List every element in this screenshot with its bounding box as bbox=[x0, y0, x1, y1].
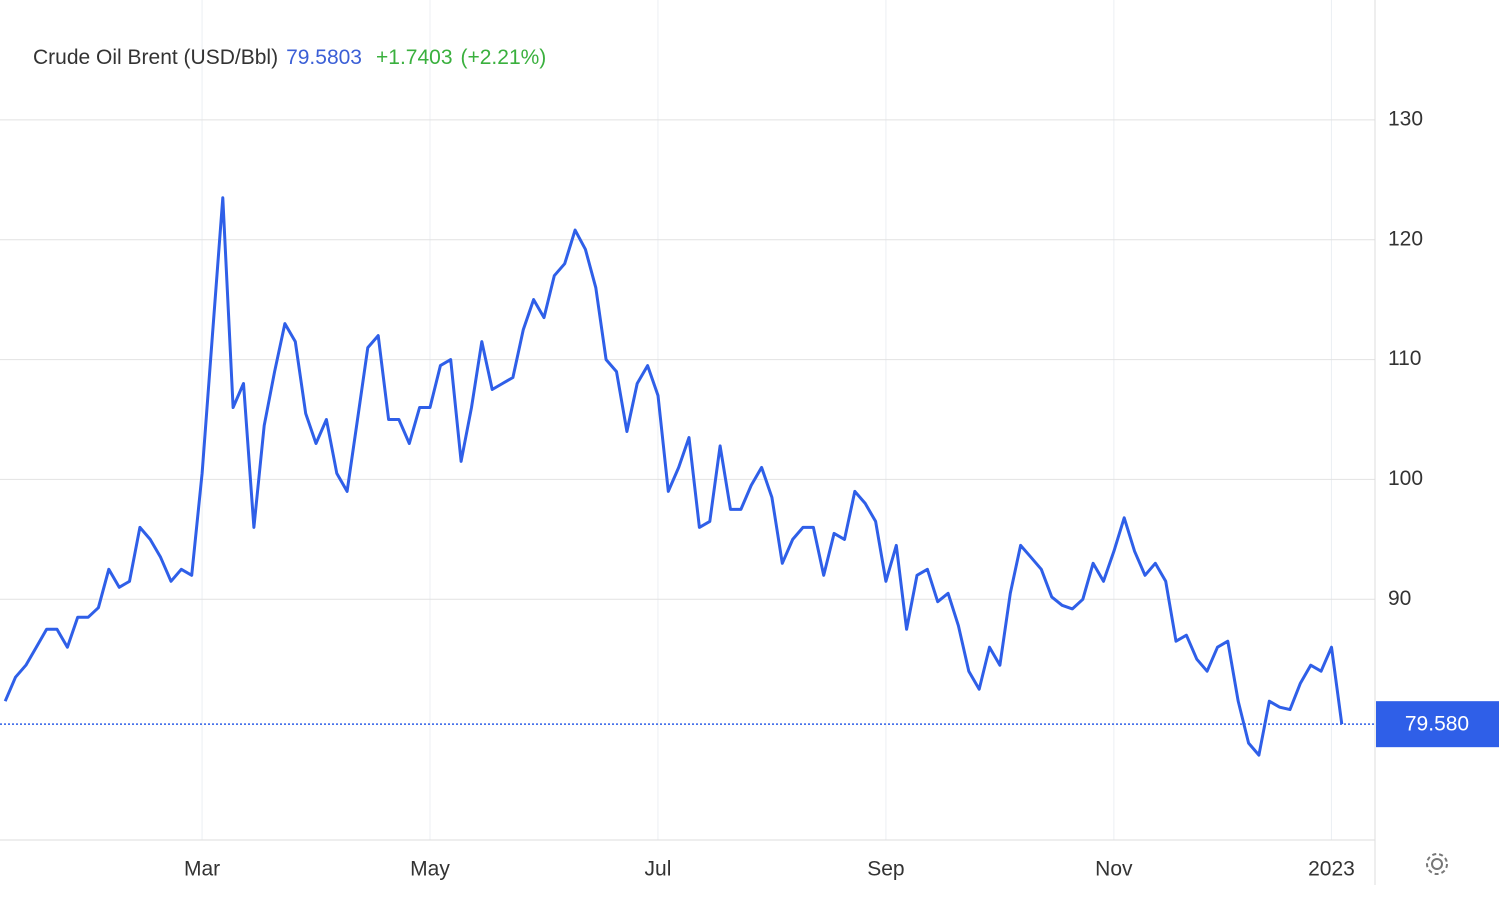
last-price-label: 79.580 bbox=[1405, 713, 1469, 736]
x-tick-label: Mar bbox=[184, 858, 220, 881]
settings-icon[interactable] bbox=[1426, 853, 1448, 875]
x-tick-label: Jul bbox=[645, 858, 672, 881]
y-tick-label: 110 bbox=[1388, 347, 1421, 370]
y-tick-label: 100 bbox=[1388, 467, 1423, 490]
change-pct: (+2.21%) bbox=[461, 46, 547, 69]
x-tick-label: May bbox=[410, 858, 450, 881]
y-tick-label: 120 bbox=[1388, 227, 1423, 250]
change: +1.7403 bbox=[376, 46, 453, 69]
x-tick-label: Sep bbox=[867, 858, 904, 881]
y-tick-label: 90 bbox=[1388, 587, 1411, 610]
x-tick-label: 2023 bbox=[1308, 858, 1355, 881]
title: Crude Oil Brent (USD/Bbl) bbox=[33, 46, 278, 69]
price: 79.5803 bbox=[286, 46, 362, 69]
chart-title: Crude Oil Brent (USD/Bbl) 79.5803 +1.7403 (… bbox=[33, 46, 546, 69]
price-line bbox=[3, 196, 1344, 757]
y-tick-label: 130 bbox=[1388, 107, 1423, 130]
x-tick-label: Nov bbox=[1095, 858, 1133, 881]
last-price-box bbox=[1376, 701, 1499, 748]
